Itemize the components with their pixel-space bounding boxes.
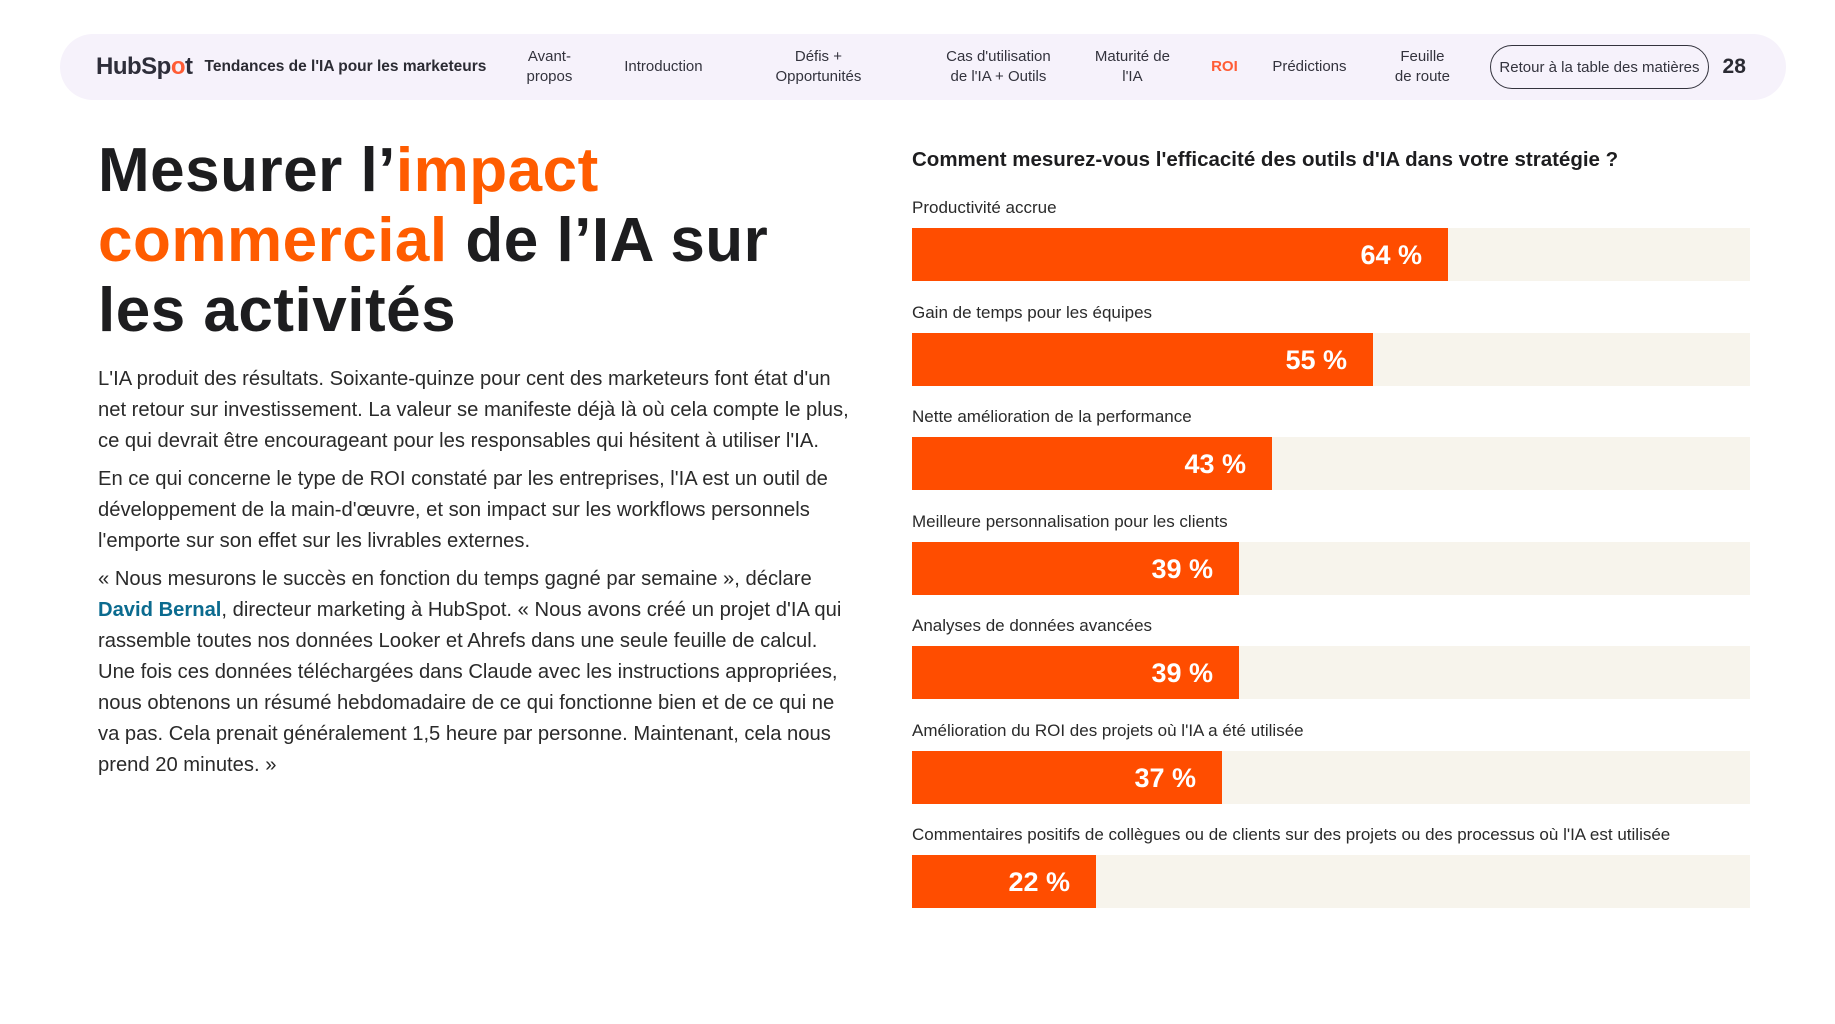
bar-category-label: Nette amélioration de la performance — [912, 407, 1192, 426]
document-title: Tendances de l'IA pour les marketeurs — [204, 58, 487, 75]
chart-row: Analyses de données avancées 39 % — [912, 614, 1750, 699]
bar-value-label: 39 % — [1151, 553, 1213, 584]
bar-track: 22 % — [912, 855, 1750, 908]
chart-title: Comment mesurez-vous l'efficacité des ou… — [912, 148, 1619, 171]
bar — [912, 855, 1096, 908]
chart-row: Productivité accrue 64 % — [912, 196, 1750, 281]
author-link[interactable]: David Bernal — [98, 599, 222, 621]
nav-item-roi[interactable]: ROI — [1211, 58, 1238, 75]
nav-items: Avant- propos Introduction Défis + Oppor… — [512, 47, 1460, 87]
bar-chart: Comment mesurez-vous l'efficacité des ou… — [912, 148, 1750, 908]
title-highlight-commercial: commercial — [98, 206, 448, 275]
back-to-toc-button[interactable]: Retour à la table des matières — [1490, 45, 1709, 89]
paragraph-3: « Nous mesurons le succès en fonction du… — [98, 564, 858, 781]
top-navigation-bar: HubSp o t Tendances de l'IA pour les marke… — [60, 34, 1786, 100]
bar-value-label: 37 % — [1134, 762, 1196, 793]
paragraph-2: En ce qui concerne le type de ROI consta… — [98, 468, 828, 552]
bar — [912, 332, 1373, 386]
title-part-1: Mesurer l’ — [98, 136, 396, 205]
bar-value-label: 43 % — [1184, 449, 1246, 479]
article-column: Mesurer l’impact commercial de l’IA sur l… — [98, 136, 858, 788]
bar-track: 39 % — [912, 646, 1750, 699]
bar-category-label: Analyses de données avancées — [912, 616, 1153, 635]
nav-item-defis-opportunites[interactable]: Défis + Opportunités — [775, 48, 862, 85]
bar-track: 64 % — [912, 228, 1750, 281]
nav-item-cas-utilisation[interactable]: Cas d'utilisation de l'IA + Outils — [946, 48, 1051, 85]
chart-row: Commentaires positifs de collègues ou de… — [912, 823, 1750, 908]
bar-track: 43 % — [912, 437, 1750, 490]
hubspot-logo[interactable]: HubSp o t — [96, 53, 193, 81]
nav-item-predictions[interactable]: Prédictions — [1272, 58, 1347, 75]
article-body: L'IA produit des résultats. Soixante-qui… — [98, 364, 858, 781]
logo-text-post: t — [185, 53, 193, 80]
bar-category-label: Gain de temps pour les équipes — [912, 302, 1153, 322]
bar-category-label: Amélioration du ROI des projets où l'IA … — [912, 720, 1304, 740]
title-part-4: de l’IA sur les activités — [98, 206, 769, 345]
chart-row: Gain de temps pour les équipes 55 % — [912, 301, 1750, 386]
bar-value-label: 64 % — [1360, 240, 1422, 270]
logo-text-pre: HubSp — [96, 53, 171, 80]
bar-category-label: Commentaires positifs de collègues ou de… — [912, 825, 1671, 844]
logo-sprocket-icon: o — [170, 53, 186, 80]
bar-value-label: 55 % — [1285, 344, 1347, 375]
bar-category-label: Meilleure personnalisation pour les clie… — [912, 511, 1228, 531]
bar — [912, 437, 1272, 490]
bar-track: 37 % — [912, 750, 1750, 804]
nav-item-feuille-de-route[interactable]: Feuille de route — [1394, 48, 1450, 85]
title-highlight-impact: impact — [395, 136, 599, 205]
nav-item-avant-propos[interactable]: Avant- propos — [526, 48, 573, 85]
chart-row: Amélioration du ROI des projets où l'IA … — [912, 719, 1750, 804]
paragraph-1: L'IA produit des résultats. Soixante-qui… — [98, 368, 849, 452]
bar-track: 55 % — [912, 332, 1750, 386]
bar-value-label: 39 % — [1151, 658, 1213, 688]
chart-row: Nette amélioration de la performance 43 % — [912, 405, 1750, 490]
bar-value-label: 22 % — [1008, 867, 1070, 897]
quote-intro: « Nous mesurons le succès en fonction du… — [98, 568, 812, 590]
quote-text: , directeur marketing à HubSpot. « Nous … — [98, 599, 842, 776]
bar — [912, 541, 1239, 595]
chart-row: Meilleure personnalisation pour les clie… — [912, 510, 1750, 595]
bar — [912, 646, 1239, 699]
page-number: 28 — [1722, 55, 1746, 78]
bar — [912, 750, 1222, 804]
bar-category-label: Productivité accrue — [912, 198, 1057, 217]
bar-track: 39 % — [912, 541, 1750, 595]
nav-item-maturite[interactable]: Maturité de l'IA — [1094, 48, 1170, 85]
nav-item-introduction[interactable]: Introduction — [624, 58, 703, 75]
page-title: Mesurer l’impact commercial de l’IA sur l… — [98, 136, 858, 346]
bar — [912, 228, 1448, 281]
